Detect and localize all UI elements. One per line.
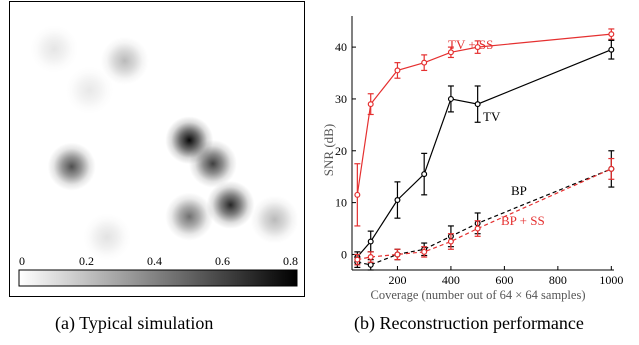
series-bp	[354, 150, 615, 271]
series-bp-ss	[354, 157, 615, 266]
colorbar-tick-label: 0.4	[147, 254, 162, 268]
series-tv-ss	[354, 28, 615, 227]
data-point	[367, 261, 374, 268]
blob	[188, 139, 237, 188]
data-point	[474, 101, 481, 108]
x-tick-label: 1000	[599, 273, 623, 287]
blob	[83, 213, 131, 262]
series-line	[356, 49, 612, 258]
simulation-panel: 0 0.2 0.4 0.6 0.8	[9, 1, 305, 297]
data-point	[394, 67, 401, 74]
data-point	[608, 165, 615, 172]
data-point	[447, 238, 454, 245]
colorbar-tick-label: 0.6	[215, 254, 230, 268]
data-point	[354, 254, 361, 261]
series-tv	[354, 39, 615, 263]
blob	[206, 180, 255, 229]
blob	[100, 36, 149, 85]
colorbar-tick-label: 0.2	[79, 254, 94, 268]
data-point	[608, 165, 615, 172]
y-tick-label: 0	[341, 247, 347, 261]
series-label: TV + SS	[448, 37, 493, 52]
x-axis-label: Coverage (number out of 64 × 64 samples)	[371, 288, 586, 302]
x-tick-label: 800	[549, 273, 567, 287]
data-point	[474, 220, 481, 227]
colorbar: 0 0.2 0.4 0.6 0.8	[18, 254, 298, 287]
y-axis-label: SNR (dB)	[321, 124, 336, 176]
series-label: BP	[511, 183, 527, 198]
series-line	[357, 168, 612, 266]
y-tick-label: 20	[335, 144, 347, 158]
series-label: TV	[483, 109, 501, 124]
data-point	[354, 259, 361, 266]
data-point	[354, 256, 361, 263]
data-point	[608, 31, 615, 38]
x-tick-label: 600	[495, 273, 513, 287]
series-line	[357, 168, 612, 261]
y-tick-label: 30	[335, 92, 347, 106]
snr-axes: 200 400 600 800 1000 0 10 20 30 40	[335, 16, 623, 287]
data-point	[367, 254, 374, 261]
data-point	[608, 46, 615, 53]
data-point	[421, 246, 428, 253]
data-point	[474, 225, 481, 232]
blob	[30, 25, 79, 73]
y-tick-label: 40	[335, 40, 347, 54]
blob-layer	[30, 25, 299, 262]
data-point	[447, 233, 454, 240]
series-line	[356, 33, 612, 195]
data-point	[394, 197, 401, 204]
blob	[47, 142, 96, 191]
blob	[250, 195, 299, 244]
x-tick-label: 400	[442, 273, 460, 287]
series-label: BP + SS	[501, 213, 545, 228]
data-point	[447, 95, 454, 102]
colorbar-tick-label: 0.8	[283, 254, 298, 268]
colorbar-gradient	[18, 269, 298, 287]
caption-a: (a) Typical simulation	[55, 313, 214, 333]
simulation-heatmap: 0 0.2 0.4 0.6 0.8	[18, 25, 299, 287]
data-point	[367, 101, 374, 108]
colorbar-tick-label: 0	[19, 254, 25, 268]
data-point	[447, 49, 454, 56]
data-point	[394, 251, 401, 258]
data-point	[354, 191, 361, 198]
data-point	[474, 44, 481, 51]
data-point	[421, 171, 428, 178]
snr-series-layer	[354, 28, 615, 271]
data-point	[394, 251, 401, 258]
blob	[65, 66, 114, 115]
snr-series-labels: TV + SS TV BP BP + SS	[448, 37, 545, 228]
blob	[165, 192, 214, 241]
y-tick-label: 10	[335, 196, 347, 210]
data-point	[367, 238, 374, 245]
data-point	[421, 248, 428, 255]
x-tick-label: 200	[388, 273, 406, 287]
data-point	[421, 59, 428, 66]
caption-b: (b) Reconstruction performance	[354, 313, 584, 333]
